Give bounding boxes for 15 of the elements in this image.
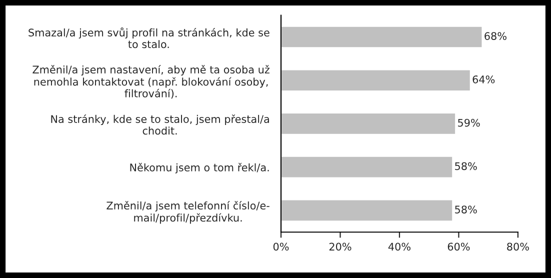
data-label: 59%	[458, 118, 480, 127]
data-label: 58%	[455, 206, 477, 214]
x-tick-label: 0%	[273, 242, 289, 251]
y-tick-label: Na stránky, kde se to stalo, jsem přestal/a chodit.	[51, 114, 269, 135]
x-tick-label: 20%	[329, 242, 352, 251]
data-label: 64%	[472, 75, 495, 84]
y-tick-label: Změnil/a jsem telefonní číslo/e- mail/profil/přezdívku.	[106, 201, 270, 224]
data-label: 58%	[455, 162, 477, 170]
y-tick-label: Smazal/a jsem svůj profil na stránkách, kde se to stalo.	[28, 28, 270, 48]
x-tick-label: 40%	[388, 242, 410, 251]
y-tick-label: Někomu jsem o tom řekl/a.	[130, 162, 269, 174]
y-tick-label: Změnil/a jsem nastavení, aby mě ta osoba už nemohla kontaktovat (např. blokování osoby, filtrování).	[32, 65, 270, 99]
x-tick-label: 80%	[507, 242, 529, 251]
data-label: 68%	[484, 32, 506, 40]
x-tick-label: 60%	[448, 242, 470, 251]
